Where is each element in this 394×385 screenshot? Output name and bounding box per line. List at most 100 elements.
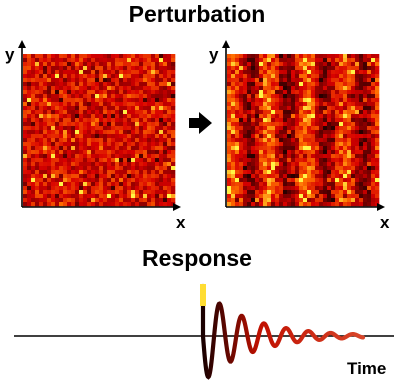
heatmap-cell (171, 146, 176, 151)
heatmap-cell (351, 146, 356, 151)
heatmap-cell (335, 194, 340, 199)
heatmap-cell (99, 74, 104, 79)
heatmap-cell (279, 110, 284, 115)
heatmap-cell (283, 86, 288, 91)
heatmap-cell (63, 170, 68, 175)
heatmap-cell (163, 182, 168, 187)
heatmap-cell (75, 110, 80, 115)
heatmap-cell (63, 194, 68, 199)
heatmap-cell (231, 194, 236, 199)
heatmap-cell (95, 162, 100, 167)
heatmap-cell (259, 126, 264, 131)
heatmap-cell (231, 150, 236, 155)
heatmap-cell (79, 70, 84, 75)
heatmap-cell (131, 106, 136, 111)
heatmap-cell (367, 150, 372, 155)
heatmap-cell (135, 178, 140, 183)
heatmap-cell (299, 166, 304, 171)
heatmap-cell (151, 162, 156, 167)
heatmap-cell (111, 166, 116, 171)
heatmap-cell (295, 94, 300, 99)
heatmap-cell (295, 58, 300, 63)
heatmap-cell (239, 66, 244, 71)
heatmap-cell (243, 70, 248, 75)
heatmap-cell (231, 90, 236, 95)
heatmap-cell (71, 90, 76, 95)
heatmap-cell (123, 134, 128, 139)
heatmap-cell (243, 146, 248, 151)
heatmap-cell (103, 94, 108, 99)
heatmap-cell (151, 146, 156, 151)
heatmap-cell (323, 106, 328, 111)
heatmap-cell (159, 90, 164, 95)
heatmap-cell (67, 150, 72, 155)
heatmap-cell (139, 138, 144, 143)
heatmap-cell (331, 138, 336, 143)
heatmap-cell (35, 126, 40, 131)
heatmap-cell (91, 134, 96, 139)
heatmap-cell (347, 90, 352, 95)
heatmap-cell (351, 110, 356, 115)
heatmap-cell (343, 114, 348, 119)
heatmap-cell (27, 142, 32, 147)
heatmap-cell (83, 66, 88, 71)
heatmap-cell (91, 90, 96, 95)
heatmap-cell (263, 70, 268, 75)
heatmap-cell (267, 94, 272, 99)
heatmap-cell (95, 186, 100, 191)
heatmap-cell (279, 158, 284, 163)
heatmap-cell (139, 126, 144, 131)
heatmap-cell (351, 142, 356, 147)
heatmap-cell (99, 94, 104, 99)
heatmap-cell (311, 66, 316, 71)
heatmap-cell (375, 198, 380, 203)
heatmap-cell (135, 174, 140, 179)
heatmap-cell (87, 78, 92, 83)
heatmap-cell (359, 182, 364, 187)
heatmap-cell (59, 58, 64, 63)
heatmap-cell (323, 78, 328, 83)
heatmap-cell (167, 194, 172, 199)
heatmap-cell (315, 126, 320, 131)
heatmap-cell (335, 162, 340, 167)
heatmap-cell (267, 138, 272, 143)
heatmap-cell (231, 142, 236, 147)
heatmap-panel-random: y x (5, 40, 186, 232)
heatmap-cell (103, 90, 108, 95)
heatmap-cell (151, 138, 156, 143)
heatmap-cell (271, 154, 276, 159)
heatmap-cell (119, 90, 124, 95)
heatmap-cell (287, 62, 292, 67)
heatmap-cell (235, 98, 240, 103)
heatmap-cell (155, 118, 160, 123)
heatmap-cell (95, 74, 100, 79)
heatmap-cell (135, 98, 140, 103)
heatmap-cell (139, 186, 144, 191)
heatmap-cell (247, 90, 252, 95)
heatmap-cell (59, 118, 64, 123)
heatmap-cell (107, 150, 112, 155)
heatmap-cell (255, 186, 260, 191)
heatmap-cell (235, 90, 240, 95)
heatmap-cell (335, 178, 340, 183)
heatmap-cell (115, 190, 120, 195)
heatmap-cell (371, 122, 376, 127)
heatmap-cell (359, 178, 364, 183)
heatmap-cell (315, 194, 320, 199)
heatmap-cell (51, 194, 56, 199)
heatmap-cell (295, 182, 300, 187)
heatmap-cell (167, 102, 172, 107)
heatmap-cell (159, 58, 164, 63)
heatmap-cell (27, 106, 32, 111)
heatmap-cell (315, 166, 320, 171)
heatmap-cell (263, 98, 268, 103)
heatmap-cell (295, 170, 300, 175)
heatmap-cell (227, 182, 232, 187)
heatmap-cell (255, 198, 260, 203)
heatmap-cell (59, 178, 64, 183)
heatmap-cell (347, 138, 352, 143)
heatmap-cell (155, 126, 160, 131)
heatmap-cell (63, 94, 68, 99)
heatmap-cell (311, 186, 316, 191)
heatmap-cell (103, 150, 108, 155)
